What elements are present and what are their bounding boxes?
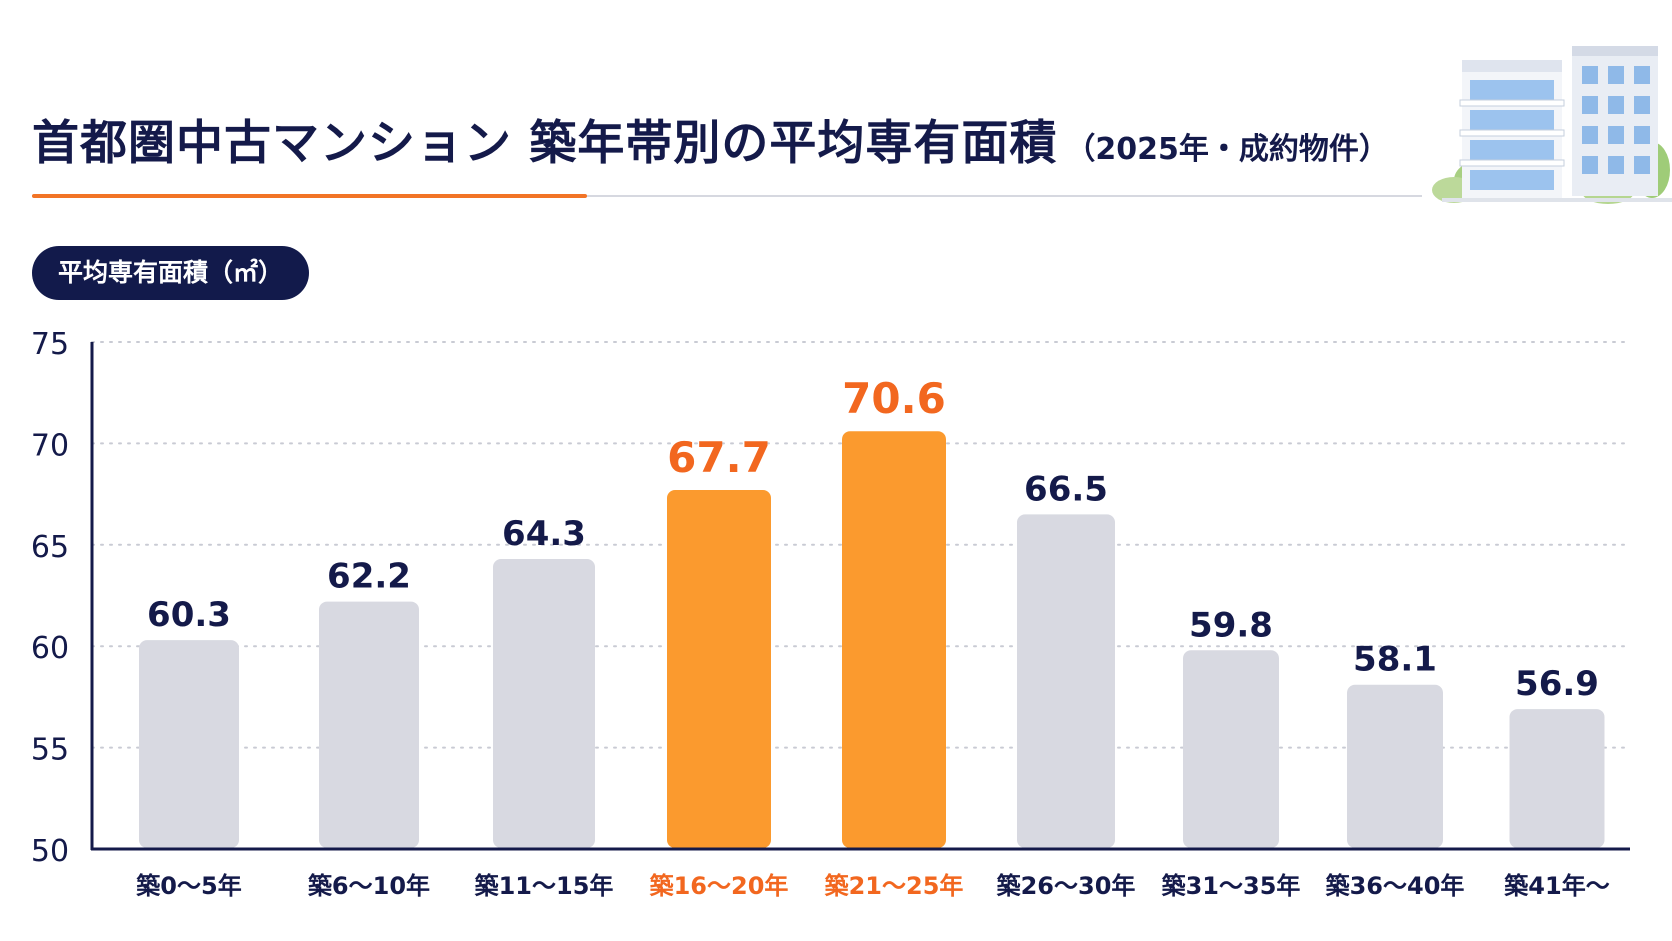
y-axis-label: 平均専有面積（㎡） bbox=[32, 246, 310, 300]
x-tick-label: 築6〜10年 bbox=[307, 872, 430, 900]
bar-value-label: 56.9 bbox=[1515, 664, 1599, 704]
x-tick-label: 築16〜20年 bbox=[649, 872, 789, 900]
bar-value-label: 64.3 bbox=[502, 514, 586, 554]
x-tick-label: 築11〜15年 bbox=[474, 872, 614, 900]
chart-title-main: 首都圏中古マンション 築年帯別の平均専有面積 bbox=[32, 116, 1058, 171]
chart-title-sub: （2025年・成約物件） bbox=[1065, 132, 1389, 167]
x-tick-label: 築36〜40年 bbox=[1325, 872, 1465, 900]
bar-value-label: 70.6 bbox=[842, 374, 946, 423]
chart-title: 首都圏中古マンション 築年帯別の平均専有面積 （2025年・成約物件） bbox=[32, 104, 1389, 173]
y-tick-label: 75 bbox=[31, 327, 69, 362]
bar-4 bbox=[667, 490, 771, 848]
bar-value-label: 67.7 bbox=[667, 433, 771, 482]
bar-value-label: 60.3 bbox=[147, 595, 231, 635]
bar-9 bbox=[1509, 709, 1605, 848]
bar-value-label: 59.8 bbox=[1189, 605, 1273, 645]
bar-1 bbox=[139, 640, 239, 848]
y-tick-label: 60 bbox=[31, 631, 69, 666]
x-tick-label: 築0〜5年 bbox=[135, 872, 241, 900]
title-underline-accent bbox=[32, 194, 587, 198]
bar-value-label: 62.2 bbox=[327, 557, 411, 597]
y-tick-label: 55 bbox=[31, 733, 69, 768]
bar-2 bbox=[319, 601, 419, 848]
title-underline bbox=[32, 195, 1422, 197]
building-illustration-icon bbox=[1432, 46, 1672, 204]
x-tick-label: 築26〜30年 bbox=[996, 872, 1136, 900]
x-tick-label: 築21〜25年 bbox=[824, 872, 964, 900]
y-tick-label: 70 bbox=[31, 428, 69, 463]
bar-6 bbox=[1017, 514, 1115, 848]
bar-3 bbox=[493, 558, 595, 848]
bar-value-label: 58.1 bbox=[1353, 640, 1437, 680]
x-tick-label: 築31〜35年 bbox=[1161, 872, 1301, 900]
y-tick-label: 65 bbox=[31, 530, 69, 565]
bar-value-label: 66.5 bbox=[1024, 469, 1108, 509]
bar-7 bbox=[1183, 650, 1279, 848]
bar-8 bbox=[1347, 684, 1443, 848]
bar-5 bbox=[842, 431, 946, 848]
y-tick-label: 50 bbox=[31, 834, 69, 869]
x-tick-label: 築41年〜 bbox=[1503, 872, 1609, 900]
